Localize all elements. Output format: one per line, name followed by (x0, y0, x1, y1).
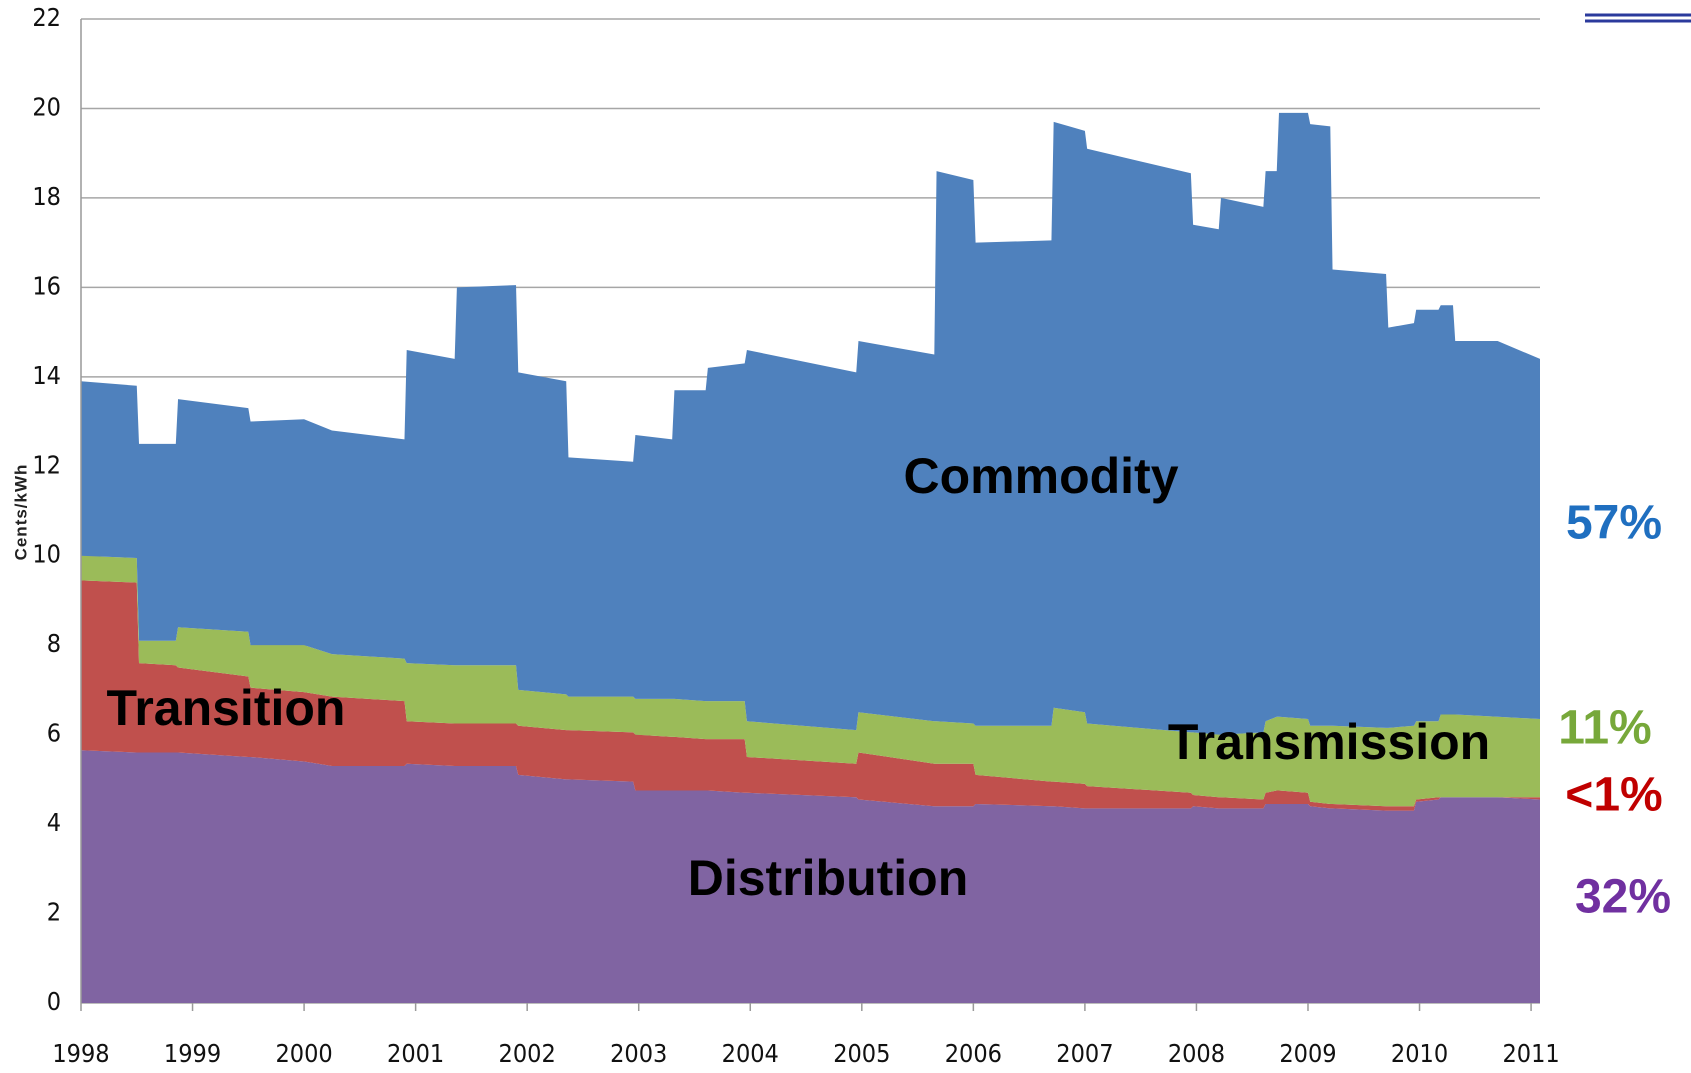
share-label: 57% (1566, 497, 1662, 550)
y-tick-label: 18 (32, 182, 61, 211)
y-tick-label: 2 (47, 898, 61, 927)
area (81, 112, 1540, 735)
x-tick-label: 2009 (1279, 1039, 1336, 1068)
x-tick-label: 2005 (833, 1039, 890, 1068)
share-label: 11% (1558, 702, 1651, 755)
x-tick-label: 2001 (387, 1039, 444, 1068)
area-label: Commodity (904, 448, 1179, 504)
x-tick-label: 2004 (722, 1039, 779, 1068)
x-tick-label: 2011 (1502, 1039, 1559, 1068)
x-tick-label: 2002 (499, 1039, 556, 1068)
areas (81, 112, 1540, 1003)
corner-decoration (1585, 13, 1691, 23)
area (81, 555, 1540, 807)
y-tick-label: 12 (32, 450, 61, 479)
y-tick-label: 4 (47, 808, 61, 837)
x-tick-label: 1998 (52, 1039, 109, 1068)
y-tick-label: 20 (32, 92, 61, 121)
y-tick-label: 0 (47, 987, 61, 1016)
y-axis-label: Cents/kWh (11, 464, 30, 561)
x-tick-label: 2006 (945, 1039, 1002, 1068)
y-tick-label: 14 (32, 361, 61, 390)
y-tick-label: 6 (47, 719, 61, 748)
y-tick-label: 16 (32, 271, 61, 300)
x-tick-label: 2008 (1168, 1039, 1225, 1068)
y-tick-label: 10 (32, 540, 61, 569)
x-tick-label: 2007 (1056, 1039, 1113, 1068)
x-tick-label: 2003 (610, 1039, 667, 1068)
area (81, 580, 1540, 811)
x-tick-label: 2000 (275, 1039, 332, 1068)
y-tick-label: 22 (32, 3, 61, 32)
area (81, 750, 1540, 1003)
area-label: Transition (107, 680, 346, 736)
area-label: Transmission (1168, 714, 1490, 770)
share-label: 32% (1575, 871, 1671, 924)
y-tick-label: 8 (47, 629, 61, 658)
area-label: Distribution (688, 850, 969, 906)
x-tick-label: 1999 (164, 1039, 221, 1068)
x-tick-label: 2010 (1391, 1039, 1448, 1068)
ticks: 0 2 4 6 8 10 12 14 16 18 20 22 1998 1999 2000 2001 2002 2… (32, 3, 1559, 1068)
share-label: <1% (1565, 769, 1662, 822)
